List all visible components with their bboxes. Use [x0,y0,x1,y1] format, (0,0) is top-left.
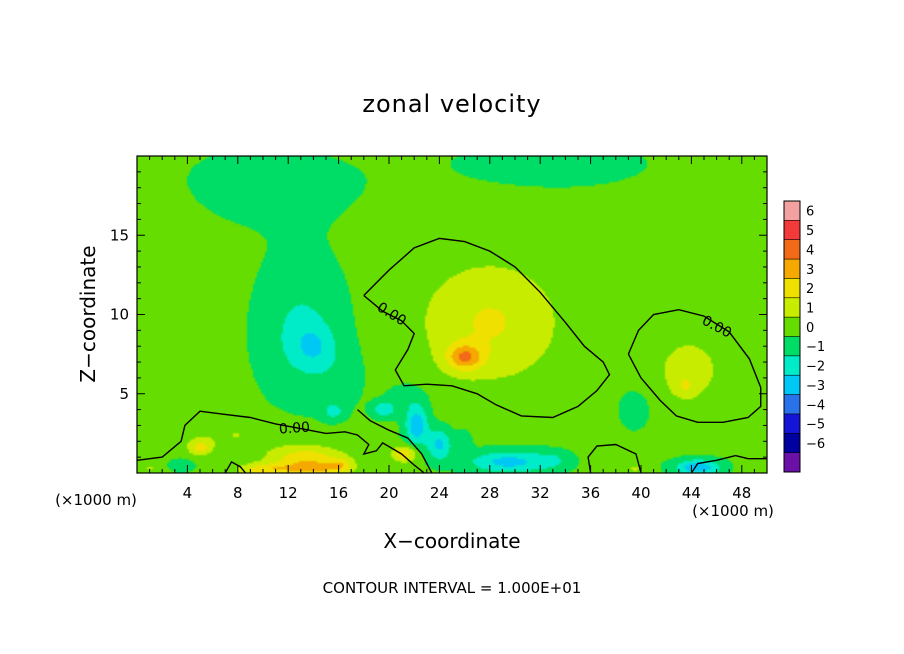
colorbar-swatch [784,433,800,454]
colorbar-swatch [784,336,800,357]
x-axis-label: X−coordinate [383,529,520,553]
y-axis-label: Z−coordinate [76,245,100,382]
colorbar-swatch [784,394,800,415]
x-tick-label: 48 [732,484,751,502]
y-tick-label: 10 [110,306,129,324]
colorbar-label: 4 [806,243,814,258]
chart-title: zonal velocity [362,90,541,118]
contour-line [587,443,642,473]
colorbar-swatch [784,201,800,221]
x-tick-label: 4 [183,484,193,502]
colorbar-label: 1 [806,301,814,316]
colorbar-label: −4 [806,398,825,413]
y-tick-label: 15 [110,226,129,244]
x-tick-label: 24 [430,484,449,502]
colorbar-label: −3 [806,379,825,394]
contour-label: 0.00 [278,420,310,438]
contour-line [690,454,767,473]
colorbar-label: −5 [806,418,825,433]
zero-contour-lines [137,237,767,473]
colorbar-swatch [784,259,800,279]
x-tick-label: 36 [581,484,600,502]
colorbar: 6 5 4 3 2 1 0 −1 −2 −3 −4 −5 −6 [783,200,825,473]
colorbar-label: 0 [806,321,814,336]
x-axis: 4 8 12 16 20 24 28 32 36 40 44 48 [149,156,755,502]
x-tick-label: 16 [329,484,348,502]
colorbar-swatch [784,375,800,396]
colorbar-swatch [784,355,800,376]
colorbar-label: 6 [806,205,814,220]
x-unit-right-label: (×1000 m) [692,502,774,520]
colorbar-swatch [784,239,800,260]
contour-line [357,409,433,473]
colorbar-label: −2 [806,360,825,375]
contour-line [224,460,246,473]
x-tick-label: 20 [379,484,398,502]
y-axis: 5 10 15 [110,171,767,458]
x-tick-label: 12 [279,484,298,502]
contour-line [363,237,611,419]
colorbar-swatch [784,278,800,299]
colorbar-swatch [784,297,800,318]
x-tick-label: 44 [682,484,701,502]
colorbar-swatch [784,220,800,241]
colorbar-label: −1 [806,340,825,355]
y-tick-label: 5 [119,385,129,403]
colorbar-label: −6 [806,437,825,452]
colorbar-swatch [784,413,800,434]
colorbar-label: 2 [806,282,814,297]
colorbar-swatch [784,317,800,337]
colorbar-label: 5 [806,224,814,239]
x-tick-label: 8 [233,484,243,502]
colorbar-label: 3 [806,263,814,278]
contour-line [137,410,425,473]
x-tick-label: 28 [480,484,499,502]
velocity-heatmap [137,156,767,473]
colorbar-swatch [784,452,800,473]
contour-line [627,308,762,423]
x-tick-label: 32 [531,484,550,502]
contour-interval-footer: CONTOUR INTERVAL = 1.000E+01 [323,579,582,597]
x-tick-label: 40 [631,484,650,502]
x-unit-left-label: (×1000 m) [55,491,137,509]
